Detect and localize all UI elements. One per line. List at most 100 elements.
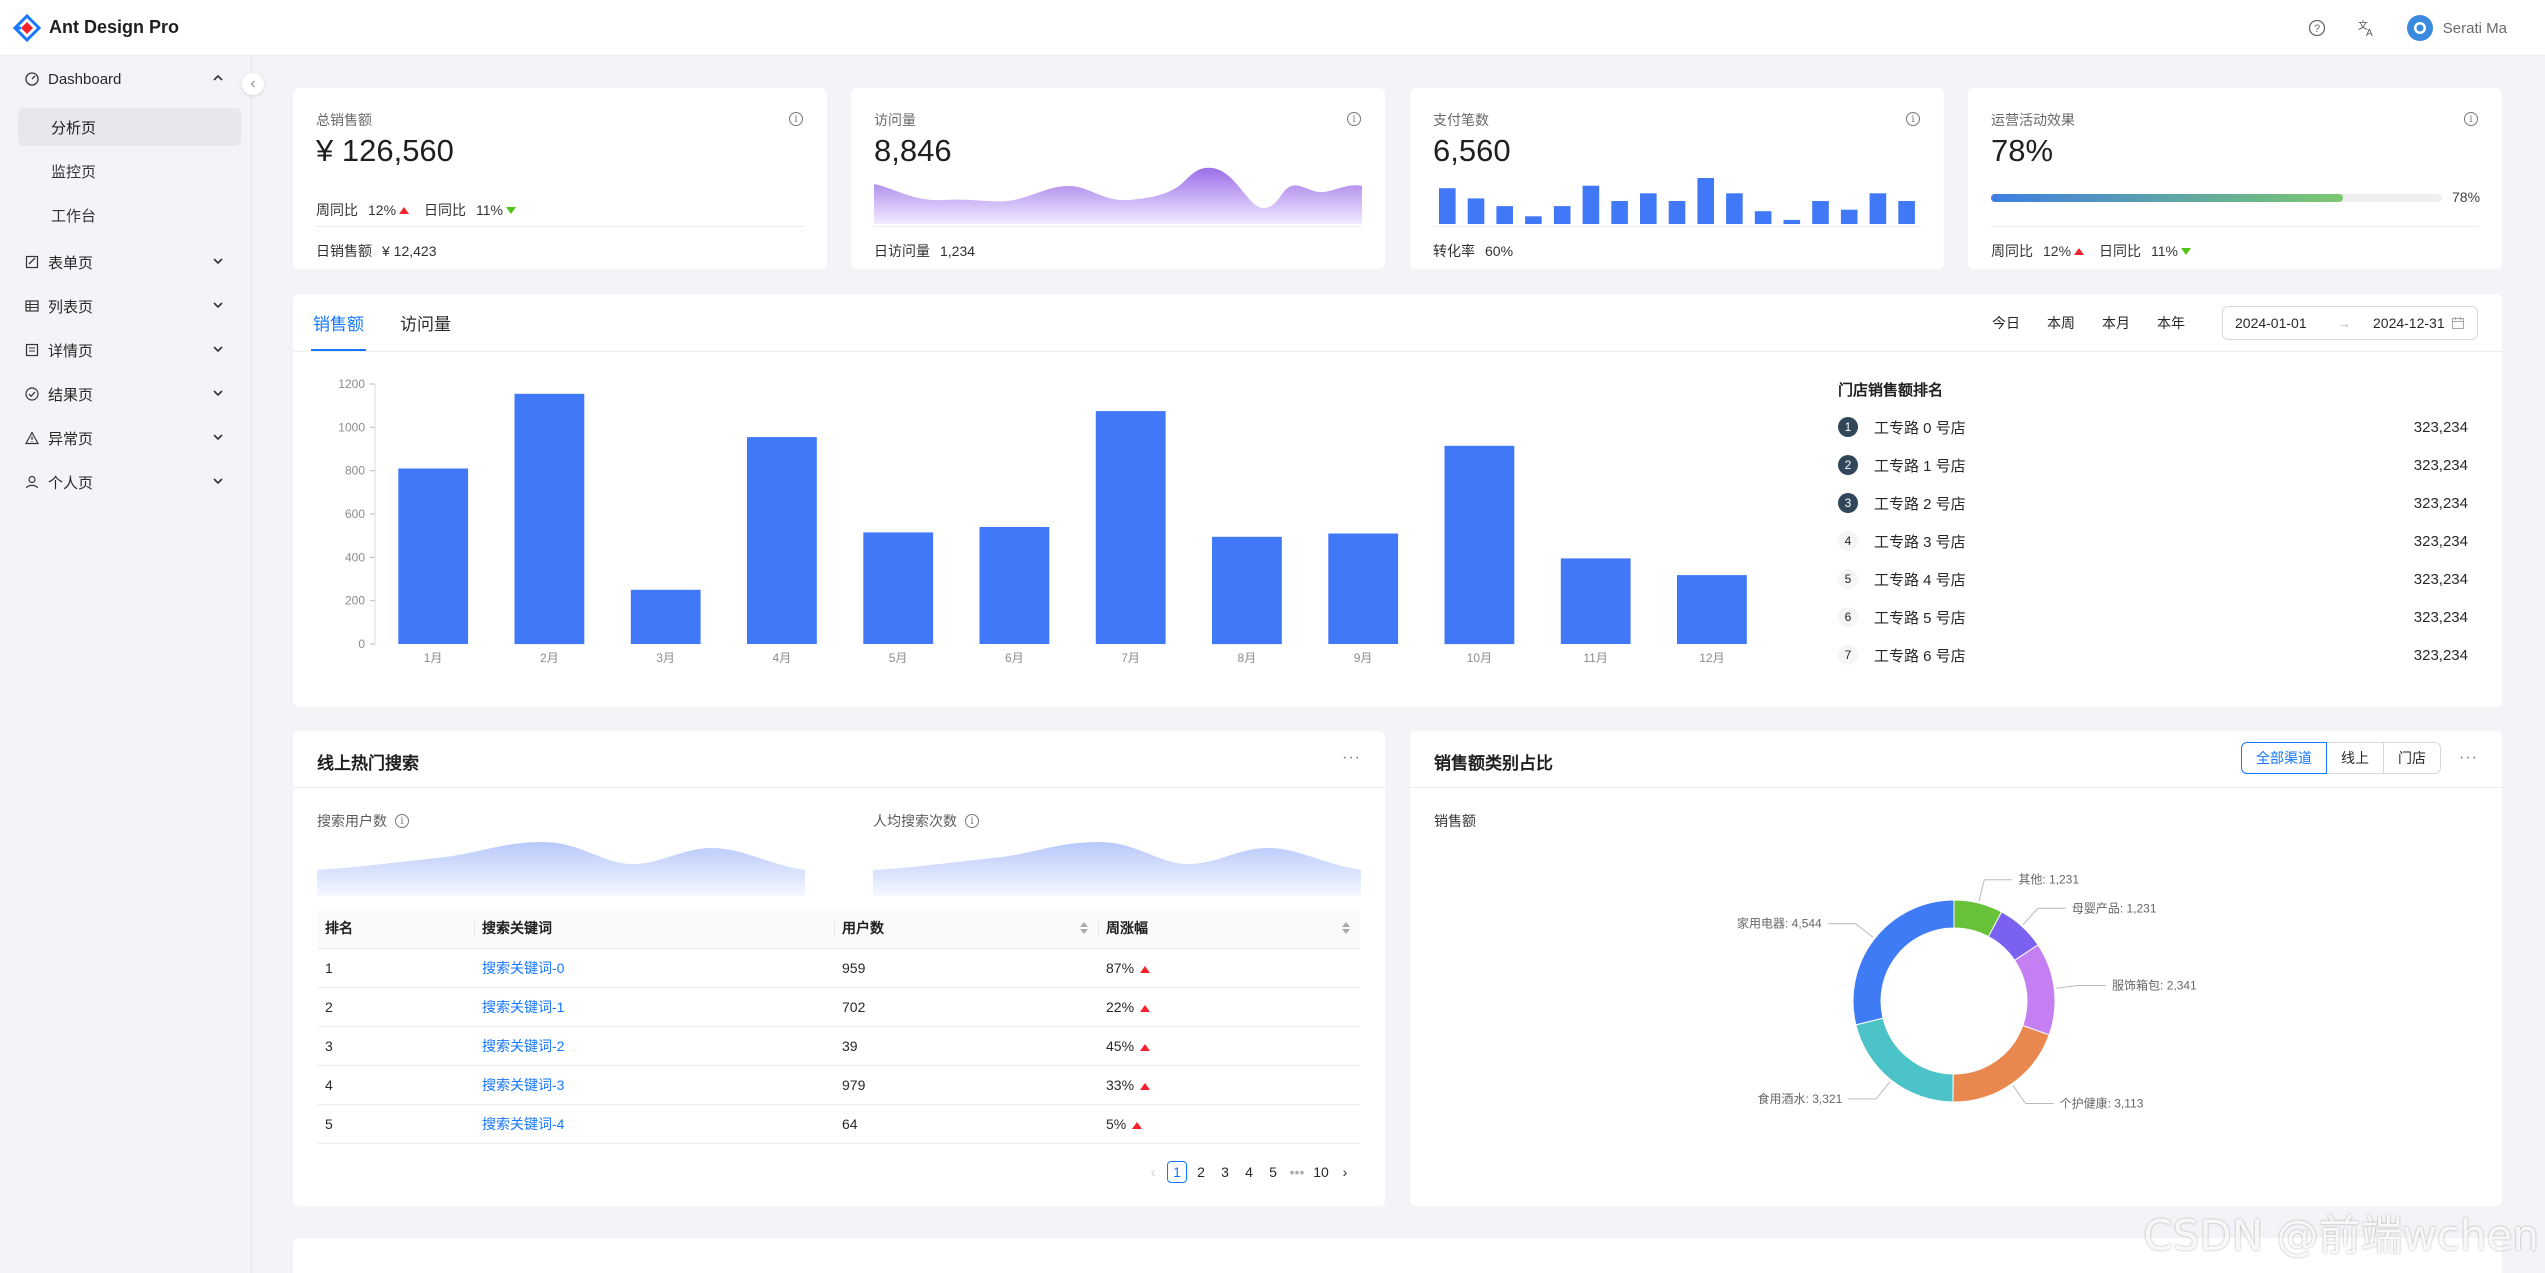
sidebar-item-analysis[interactable]: 分析页 xyxy=(18,108,241,146)
donut-slice[interactable] xyxy=(1855,1017,1954,1103)
info-icon[interactable]: i xyxy=(789,112,803,126)
keyword-link[interactable]: 搜索关键词-3 xyxy=(474,1065,834,1105)
chevron-down-icon xyxy=(211,254,225,268)
page-3[interactable]: 3 xyxy=(1221,1164,1229,1180)
period-week[interactable]: 本周 xyxy=(2047,315,2075,331)
slice-label: 其他: 1,231 xyxy=(2018,873,2079,887)
range-start[interactable]: 2024-01-01 xyxy=(2235,315,2307,331)
range-end[interactable]: 2024-12-31 xyxy=(2373,315,2445,331)
trend-value: 12% xyxy=(2043,243,2072,259)
more-icon[interactable]: ··· xyxy=(2459,749,2478,766)
tab-visits[interactable]: 访问量 xyxy=(400,315,451,334)
sales-bar[interactable] xyxy=(979,527,1050,644)
stat-card-operations: 运营活动效果 i 78% 78% 周同比 12% 日同比 11% xyxy=(1968,88,2502,269)
sales-bar[interactable] xyxy=(1444,445,1515,645)
col-users[interactable]: 用户数 xyxy=(834,909,1098,949)
col-rank: 排名 xyxy=(317,909,474,949)
sidebar-item-profile[interactable]: 详情页 xyxy=(16,330,241,370)
footer-value: 60% xyxy=(1485,243,1514,259)
table-header-row: 排名 搜索关键词 用户数 周涨幅 xyxy=(317,909,1360,949)
period-month[interactable]: 本月 xyxy=(2102,315,2130,331)
date-range-picker[interactable]: 2024-01-01 → 2024-12-31 xyxy=(2222,306,2478,340)
sidebar-item-label: 列表页 xyxy=(48,298,94,316)
ranking-row: 3 工专路 2 号店 323,234 xyxy=(1838,492,2468,514)
sales-bar[interactable] xyxy=(863,532,934,644)
info-icon[interactable]: i xyxy=(2464,112,2478,126)
sort-icon[interactable] xyxy=(1342,922,1350,934)
sales-bar[interactable] xyxy=(1328,533,1399,645)
sidebar-item-monitor[interactable]: 监控页 xyxy=(51,163,97,181)
tab-sales[interactable]: 销售额 xyxy=(311,294,366,351)
sidebar-item-result[interactable]: 结果页 xyxy=(16,374,241,414)
donut-slice[interactable] xyxy=(1952,1024,2050,1103)
search-users-label: 搜索用户数 i xyxy=(317,811,409,831)
user-menu[interactable]: Serati Ma xyxy=(2406,15,2507,41)
next-page-icon[interactable]: › xyxy=(1342,1164,1348,1180)
dashboard-icon xyxy=(24,71,40,87)
range-value: 33% xyxy=(1106,1076,1135,1093)
page-2[interactable]: 2 xyxy=(1197,1164,1205,1180)
info-icon[interactable]: i xyxy=(965,814,979,828)
segment-store[interactable]: 门店 xyxy=(2383,742,2441,774)
label-leader-line xyxy=(1978,879,2013,902)
period-today[interactable]: 今日 xyxy=(1992,315,2020,331)
segment-online[interactable]: 线上 xyxy=(2326,742,2384,774)
keyword-link[interactable]: 搜索关键词-4 xyxy=(474,1104,834,1144)
prev-page-icon[interactable]: ‹ xyxy=(1150,1164,1156,1180)
page-1[interactable]: 1 xyxy=(1167,1161,1187,1183)
col-label: 搜索关键词 xyxy=(482,920,552,937)
more-icon[interactable]: ··· xyxy=(1342,749,1361,766)
store-value: 323,234 xyxy=(2413,570,2468,588)
chevron-down-icon xyxy=(211,298,225,312)
form-icon xyxy=(24,254,40,270)
donut-slice[interactable] xyxy=(1953,899,2003,938)
caret-up-icon xyxy=(1140,1043,1151,1051)
sidebar-item-form[interactable]: 表单页 xyxy=(16,242,241,282)
y-tick-label: 800 xyxy=(345,464,365,478)
card-title: 线上热门搜索 xyxy=(317,754,419,773)
donut-slice[interactable] xyxy=(2013,944,2056,1036)
info-icon[interactable]: i xyxy=(1347,112,1361,126)
sales-bar[interactable] xyxy=(398,468,469,645)
page-5[interactable]: 5 xyxy=(1269,1164,1277,1180)
sales-bar[interactable] xyxy=(1095,411,1166,644)
sales-bar[interactable] xyxy=(1560,558,1631,644)
page-4[interactable]: 4 xyxy=(1245,1164,1253,1180)
period-year[interactable]: 本年 xyxy=(2157,315,2185,331)
info-icon[interactable]: i xyxy=(395,814,409,828)
collapse-sidebar-button[interactable] xyxy=(242,73,264,95)
range-value: 87% xyxy=(1106,959,1135,976)
keyword-link[interactable]: 搜索关键词-0 xyxy=(474,948,834,988)
page-10[interactable]: 10 xyxy=(1313,1164,1329,1180)
keyword-link[interactable]: 搜索关键词-2 xyxy=(474,1026,834,1066)
arrow-right-icon: → xyxy=(2337,315,2351,331)
label-text: 人均搜索次数 xyxy=(873,813,957,829)
question-circle-icon[interactable]: ? xyxy=(2307,18,2327,38)
avatar xyxy=(2406,15,2433,41)
sales-bar[interactable] xyxy=(630,589,701,644)
sales-bar[interactable] xyxy=(1212,536,1282,645)
col-range[interactable]: 周涨幅 xyxy=(1098,909,1360,949)
payment-bar xyxy=(1553,206,1571,224)
sidebar-item-account[interactable]: 个人页 xyxy=(16,462,241,502)
sidebar-item-exception[interactable]: 异常页 xyxy=(16,418,241,458)
sales-bar[interactable] xyxy=(747,437,817,644)
segment-all[interactable]: 全部渠道 xyxy=(2241,742,2327,774)
page-ellipsis[interactable]: ••• xyxy=(1289,1164,1305,1180)
x-tick-label: 4月 xyxy=(773,651,792,665)
ranking-row: 1 工专路 0 号店 323,234 xyxy=(1838,416,2468,438)
logo[interactable]: Ant Design Pro xyxy=(13,13,179,42)
sort-icon[interactable] xyxy=(1080,922,1088,934)
info-icon[interactable]: i xyxy=(1906,112,1920,126)
sidebar-item-list[interactable]: 列表页 xyxy=(16,286,241,326)
store-name: 工专路 3 号店 xyxy=(1874,533,1966,551)
sidebar-item-dashboard[interactable]: Dashboard xyxy=(16,59,241,99)
chevron-left-icon xyxy=(250,80,255,88)
chevron-down-icon xyxy=(211,386,225,400)
sales-bar[interactable] xyxy=(1677,575,1747,644)
donut-slice[interactable] xyxy=(1852,899,1955,1026)
keyword-link[interactable]: 搜索关键词-1 xyxy=(474,987,834,1027)
sales-bar[interactable] xyxy=(514,393,585,645)
sidebar-item-workplace[interactable]: 工作台 xyxy=(51,207,97,225)
